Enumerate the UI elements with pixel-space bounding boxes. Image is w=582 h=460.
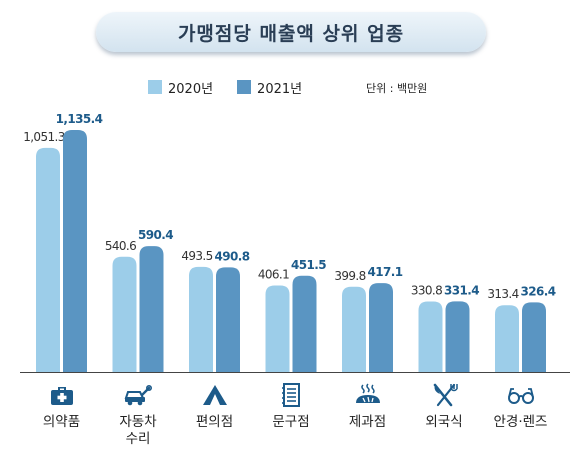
bar-2021 [369, 283, 393, 372]
bar-2021 [139, 246, 164, 372]
bar-2020 [36, 147, 60, 372]
category-label: 자동차 수리 [119, 414, 157, 447]
bar-2021 [216, 267, 240, 372]
data-label-2020: 313.4 [487, 287, 518, 301]
bar-2021 [292, 275, 317, 372]
category-label: 외국식 [425, 414, 463, 430]
data-label-2021: 331.4 [444, 283, 479, 297]
bar-2020 [112, 256, 137, 372]
data-label-2020: 330.8 [411, 283, 442, 297]
tent-icon [202, 385, 227, 405]
unit-note: 단위 : 백만원 [366, 82, 428, 95]
bar-2021 [445, 301, 470, 372]
legend-label-2020: 2020년 [168, 81, 214, 97]
data-label-2020: 540.6 [105, 239, 136, 253]
legend: 2020년 2021년 [148, 78, 326, 97]
bar-2020 [418, 301, 443, 372]
notebook-icon [282, 383, 300, 407]
data-label-2021: 417.1 [368, 265, 403, 279]
legend-label-2021: 2021년 [257, 81, 303, 97]
category-label: 제과점 [348, 414, 387, 430]
data-label-2021: 451.5 [291, 258, 326, 272]
category-label: 의약품 [42, 414, 81, 430]
car-wrench-icon [124, 384, 152, 406]
data-label-2021: 590.4 [138, 228, 173, 242]
data-label-2020: 399.8 [334, 269, 365, 283]
bar-2020 [265, 285, 290, 372]
bar-2021 [63, 130, 87, 372]
bar-2020 [342, 286, 366, 372]
bar-2021 [522, 302, 546, 372]
data-label-2020: 406.1 [258, 267, 289, 281]
title-banner: 가맹점당 매출액 상위 업종 [96, 12, 486, 52]
category-label: 편의점 [195, 414, 234, 430]
data-label-2021: 1,135.4 [56, 112, 103, 126]
glasses-icon [507, 388, 534, 404]
data-label-2021: 490.8 [215, 249, 250, 263]
bar-2020 [189, 266, 213, 372]
first-aid-kit-icon [50, 387, 73, 405]
fork-knife-icon [433, 383, 458, 407]
legend-swatch-2021 [237, 80, 252, 94]
data-label-2021: 326.4 [521, 284, 556, 298]
data-label-2020: 1,051.3 [23, 130, 65, 144]
bread-icon [355, 383, 380, 403]
bar-2020 [495, 305, 519, 372]
data-label-2020: 493.5 [181, 249, 212, 263]
legend-swatch-2020 [148, 80, 162, 94]
category-label: 안경·렌즈 [493, 414, 548, 430]
category-label: 문구점 [272, 414, 310, 430]
chart-title: 가맹점당 매출액 상위 업종 [177, 22, 405, 45]
